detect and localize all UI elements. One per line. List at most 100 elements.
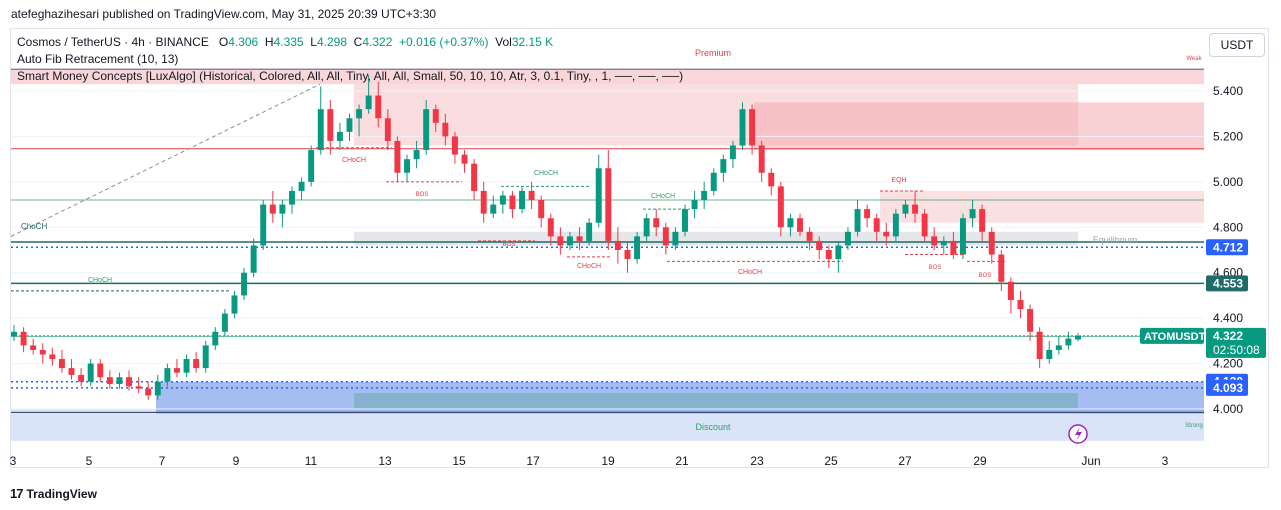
candle-body [97,363,104,378]
x-tick-label: 13 [378,454,392,468]
candle-body [998,254,1005,282]
candle-body [394,140,401,173]
price-tag-bg [1206,379,1248,396]
candle-body [423,109,430,151]
candle-body [106,377,113,385]
structure-label: CHoCH [534,170,558,177]
candle-body [864,209,871,219]
symbol-title[interactable]: Cosmos / TetherUS · 4h · BINANCE [17,35,209,49]
candle-body [682,209,688,232]
candle-body [231,295,238,314]
structure-label: EQH [891,177,906,184]
x-tick-label: 7 [159,454,166,468]
structure-label: Discount [695,422,731,432]
attribution: atefeghazihesari published on TradingVie… [11,7,437,21]
low-value: 4.298 [316,35,347,49]
open-label: O [218,35,229,49]
tradingview-logo[interactable]: 17 TradingView [10,486,97,501]
candle-body [595,168,602,223]
candle-body [58,359,65,369]
candle-body [576,236,583,241]
candle-body [1036,331,1043,360]
candle-body [183,359,190,373]
candle-body [557,236,564,246]
supply-block-recent [754,102,1204,151]
candle-body [327,109,334,141]
x-tick-label: 25 [824,454,838,468]
candle-body [950,240,957,255]
candle-body [873,218,880,232]
candle-body [787,218,794,228]
candle-body [691,200,698,210]
candle-body [499,195,506,205]
last-price-value: 4.322 [1213,329,1243,343]
candle-body [126,377,132,387]
candle-body [154,381,161,396]
candle-body [1046,349,1053,360]
candle-body [768,172,775,187]
currency-button[interactable]: USDT [1209,33,1265,57]
y-tick-label: 5.400 [1213,84,1243,98]
candle-body [940,240,947,246]
candle-body [701,190,708,201]
candle-body [912,204,919,214]
candle-body [480,190,487,214]
candle-body [336,131,343,141]
candle-body [758,145,765,173]
x-tick-label: 15 [452,454,466,468]
indicator-fib[interactable]: Auto Fib Retracement (10, 13) [17,52,179,66]
candle-body [969,209,976,219]
candle-body [193,359,200,369]
candle-body [614,240,621,250]
candle-body [1007,281,1014,300]
price-tag-label: 4.553 [1213,276,1243,290]
price-tag-bg [1206,275,1248,292]
candle-body [566,236,573,246]
candle-body [825,250,832,260]
candle-body [375,95,382,119]
candle-body [1075,335,1081,340]
candle-body [78,374,85,382]
candle-body [605,168,612,241]
candle-body [471,163,478,191]
candle-body [384,118,391,141]
candle-body [797,218,803,232]
structure-label: BOS [929,265,942,271]
y-tick-label: 4.200 [1213,357,1243,371]
x-tick-label: 19 [601,454,615,468]
candle-body [11,331,17,337]
structure-label: CHoCH [342,157,366,164]
last-price-tag-bg [1206,327,1266,358]
candle-body [643,218,650,237]
tradingview-brand: TradingView [26,486,97,501]
zone-discount [11,409,1204,441]
candle-body [749,109,756,146]
structure-label: BOS [416,192,429,198]
candle-body [1055,345,1062,350]
structure-label: Weak [1186,56,1202,62]
candle-body [844,231,851,246]
candle-body [202,345,209,369]
lightning-icon [1075,427,1082,441]
structure-label: CHoCH [88,277,112,284]
chart-frame[interactable] [10,28,1269,468]
candle-body [710,172,717,191]
candle-body [356,109,363,119]
candle-body [538,200,545,219]
candle-body [221,313,228,332]
indicator-smc[interactable]: Smart Money Concepts [LuxAlgo] (Historic… [17,69,684,83]
structure-label: Strong [1185,423,1203,429]
candle-body [902,204,909,214]
candle-body [298,181,305,191]
chart-legend: Cosmos / TetherUS · 4h · BINANCE O4.306 … [17,34,683,85]
structure-label: CHoCH [651,193,675,200]
open-value: 4.306 [228,35,259,49]
structure-label: CHoCH [577,263,601,270]
candle-body [308,150,315,182]
x-tick-label: 5 [86,454,93,468]
structure-label: CHoCH [738,269,762,276]
x-tick-label: 17 [526,454,540,468]
candle-body [30,345,37,350]
candle-body [777,186,784,228]
